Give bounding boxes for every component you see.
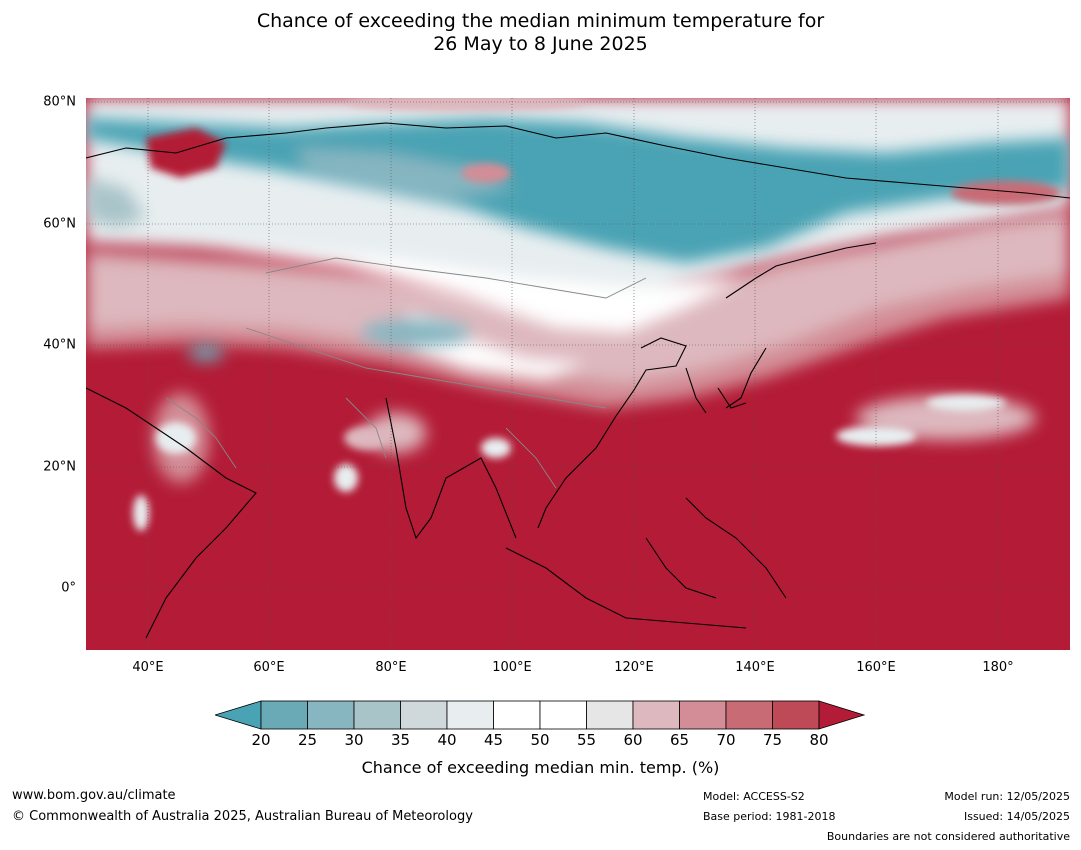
lon-label-160e: 160°E — [856, 660, 896, 675]
copyright-text: © Commonwealth of Australia 2025, Austra… — [12, 809, 473, 824]
model-run-date: Model run: 12/05/2025 — [944, 790, 1070, 803]
colorbar-tick: 50 — [530, 731, 550, 749]
colorbar-tick: 75 — [762, 731, 783, 749]
lon-label-80e: 80°E — [375, 660, 407, 675]
colorbar-tick: 20 — [251, 731, 271, 749]
lon-label-40e: 40°E — [132, 660, 164, 675]
colorbar-tick: 30 — [344, 731, 364, 749]
map-title: Chance of exceeding the median minimum t… — [0, 10, 1081, 56]
colorbar-tick: 25 — [297, 731, 318, 749]
colorbar-segment — [400, 700, 448, 730]
colorbar-tick: 35 — [390, 731, 411, 749]
colorbar-segment — [632, 700, 680, 730]
website-link[interactable]: www.bom.gov.au/climate — [12, 788, 176, 803]
model-name: Model: ACCESS-S2 — [703, 790, 805, 803]
below-median-zones — [86, 118, 1070, 361]
northern-warm-pockets — [146, 98, 1061, 205]
colorbar-segment — [679, 700, 727, 730]
colorbar-segment — [493, 700, 541, 730]
title-line-1: Chance of exceeding the median minimum t… — [256, 10, 825, 32]
boundaries-disclaimer: Boundaries are not considered authoritat… — [826, 830, 1070, 843]
colorbar-segment — [260, 700, 308, 730]
colorbar-segment — [353, 700, 401, 730]
graticule — [86, 98, 1070, 650]
title-line-2: 26 May to 8 June 2025 — [433, 33, 648, 55]
colorbar-segment — [539, 700, 587, 730]
colorbar-tick: 80 — [809, 731, 829, 749]
colorbar-extend-high — [818, 700, 865, 730]
lat-label-20n: 20°N — [43, 459, 76, 475]
borders — [165, 257, 647, 489]
colorbar-tick: 45 — [483, 731, 504, 749]
colorbar-segment — [586, 700, 634, 730]
colorbar-tick: 70 — [716, 731, 736, 749]
lon-label-60e: 60°E — [253, 660, 285, 675]
issued-date: Issued: 14/05/2025 — [963, 810, 1070, 823]
colorbar-tick: 55 — [576, 731, 597, 749]
colorbar-label: Chance of exceeding median min. temp. (%… — [361, 758, 720, 777]
colorbar — [215, 700, 865, 730]
lat-label-40n: 40°N — [43, 337, 76, 353]
colorbar-extend-low — [215, 700, 262, 730]
colorbar-segment — [446, 700, 494, 730]
lat-label-60n: 60°N — [43, 216, 76, 232]
colorbar-tick: 65 — [669, 731, 690, 749]
lat-label-0: 0° — [61, 580, 76, 596]
coastlines — [86, 122, 1070, 639]
colorbar-segment — [307, 700, 355, 730]
lon-label-120e: 120°E — [614, 660, 654, 675]
lon-label-180: 180° — [982, 660, 1014, 675]
lat-label-80n: 80°N — [43, 94, 76, 110]
probability-map — [86, 98, 1070, 650]
colorbar-segment — [725, 700, 773, 730]
colorbar-tick: 40 — [437, 731, 457, 749]
map-canvas — [86, 98, 1070, 650]
colorbar-segment — [772, 700, 820, 730]
base-period: Base period: 1981-2018 — [703, 810, 836, 823]
lon-label-140e: 140°E — [735, 660, 775, 675]
colorbar-tick: 60 — [623, 731, 643, 749]
lon-label-100e: 100°E — [492, 660, 532, 675]
